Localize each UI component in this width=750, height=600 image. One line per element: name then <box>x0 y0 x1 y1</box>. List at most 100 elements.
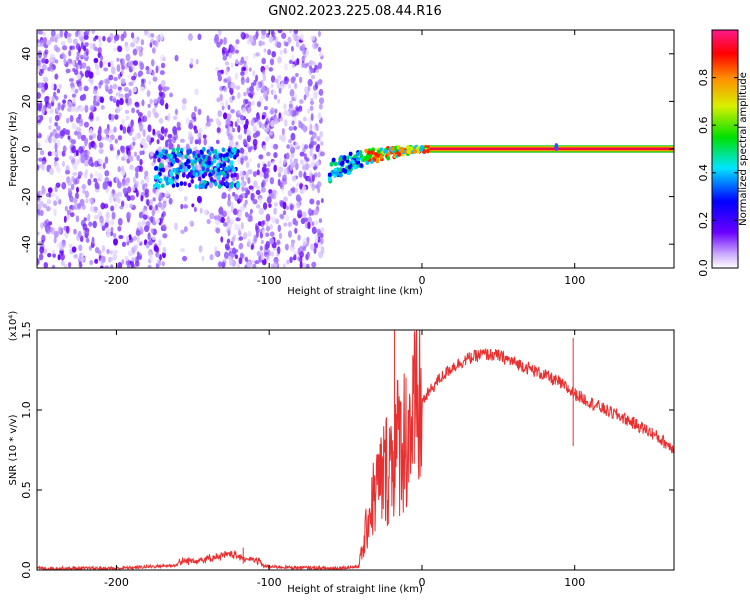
colorbar-tick-label: 0.4 <box>697 164 710 182</box>
spectrogram-cell <box>77 30 81 38</box>
spectrogram-cell <box>223 221 228 227</box>
spectrogram-cell <box>224 156 228 162</box>
spectrogram-cell <box>62 103 66 109</box>
spectrogram-cell <box>54 59 59 64</box>
spectrogram-cell <box>110 264 114 268</box>
spectrogram-cell <box>89 127 93 136</box>
spectrogram-cell <box>261 85 266 93</box>
spectrogram-cell <box>162 233 168 239</box>
spectrogram-cell <box>121 181 126 187</box>
spectrogram-cell <box>243 60 247 65</box>
spectrogram-cell <box>290 45 294 52</box>
spectrogram-cell <box>81 93 87 101</box>
spectrogram-cell <box>44 138 48 143</box>
spectrogram-cell <box>146 90 151 97</box>
spectrogram-cell <box>208 118 214 123</box>
spectrogram-cell <box>160 62 166 69</box>
spectrogram-cell <box>288 126 294 131</box>
spectrogram-cell <box>120 33 125 42</box>
spectrogram-cell <box>198 245 203 253</box>
spectrogram-cell <box>266 254 270 261</box>
spectrogram-cell <box>245 161 250 169</box>
spectrogram-cell <box>269 237 275 245</box>
spectrogram-cell <box>136 109 140 114</box>
spectrogram-cell <box>116 197 121 204</box>
spectrogram-cell <box>194 184 199 190</box>
spectrogram-cell <box>93 206 99 213</box>
spectrogram-cell <box>256 100 262 108</box>
spectrogram-cell <box>117 217 123 226</box>
spectrogram-cell <box>234 193 239 202</box>
spectrogram-cell <box>78 106 85 112</box>
spectrogram-cell <box>296 57 300 66</box>
spectrogram-cell <box>265 225 271 232</box>
spectrogram-cell <box>67 32 72 38</box>
spectrogram-cell <box>287 230 292 238</box>
spectrogram-cell <box>161 149 165 154</box>
x-tick-label: -100 <box>257 576 282 589</box>
spectrogram-cell <box>103 67 109 72</box>
spectrogram-cell <box>169 92 173 98</box>
spectrogram-cell <box>362 157 367 162</box>
spectrogram-cell <box>232 168 236 173</box>
spectrogram-cell <box>46 40 51 46</box>
spectrogram-cell <box>314 184 320 189</box>
spectrogram-cell <box>240 157 244 166</box>
spectrogram-cell <box>56 33 61 40</box>
spectrogram-cell <box>286 144 290 149</box>
colorbar-label: Normalized spectral amplitude <box>738 72 749 226</box>
spectrogram-cell <box>167 133 173 139</box>
spectrogram-cell <box>44 218 50 227</box>
spectrogram-cell <box>290 151 295 159</box>
spectrogram-cell <box>320 198 324 203</box>
y-tick-label: 40 <box>20 47 33 61</box>
spectrogram-cell <box>320 141 324 146</box>
spectrogram-cell <box>260 35 266 40</box>
spectrogram-cell <box>98 158 103 165</box>
spectrogram-cell <box>301 211 307 219</box>
spectrogram-cell <box>78 119 84 127</box>
spectrogram-cell <box>151 235 156 241</box>
spectrogram-cell <box>54 133 60 139</box>
spectrogram-cell <box>285 111 290 116</box>
spectrogram-cell <box>40 222 44 230</box>
spectrogram-cell <box>244 199 248 205</box>
spectrogram-cell <box>278 232 283 240</box>
spectrogram-cell <box>155 174 160 180</box>
spectrogram-cell <box>73 165 78 171</box>
spectrogram-cell <box>217 120 222 127</box>
spectrogram-cell <box>126 195 131 201</box>
spectrogram-cell <box>187 33 193 41</box>
spectrogram-cell <box>147 103 151 108</box>
spectrogram-cell <box>69 114 74 123</box>
spectrogram-cell <box>355 151 360 157</box>
spectrogram-cell <box>298 170 303 178</box>
spectrogram-cell <box>238 236 244 241</box>
spectrogram-cell <box>183 226 188 233</box>
spectrogram-cell <box>320 237 324 245</box>
spectrogram-cell <box>109 32 114 41</box>
spectrogram-cell <box>146 199 150 207</box>
spectrogram-cell <box>285 152 290 160</box>
spectrogram-cell <box>61 242 66 249</box>
spectrogram-cell <box>99 141 103 149</box>
spectrogram-cell <box>255 204 261 209</box>
spectrogram-cell <box>65 68 71 74</box>
spectrogram-cell <box>338 157 343 162</box>
spectrogram-cell <box>66 214 70 220</box>
spectrogram-cell <box>78 244 83 252</box>
spectrogram-cell <box>110 205 115 212</box>
spectrogram-cell <box>122 126 127 134</box>
spectrogram-cell <box>299 255 303 264</box>
spectrogram-cell <box>220 216 225 224</box>
spectrogram-cell <box>370 150 375 155</box>
spectrogram-cell <box>225 152 229 158</box>
spectrogram-cell <box>144 142 148 149</box>
spectrogram-cell <box>140 195 144 202</box>
spectrogram-cell <box>79 263 83 268</box>
spectrogram-cell <box>295 72 299 78</box>
spectrogram-cell <box>287 221 293 227</box>
spectrogram-cell <box>120 165 125 172</box>
spectrogram-cell <box>102 60 109 65</box>
spectrogram-cell <box>197 131 202 140</box>
